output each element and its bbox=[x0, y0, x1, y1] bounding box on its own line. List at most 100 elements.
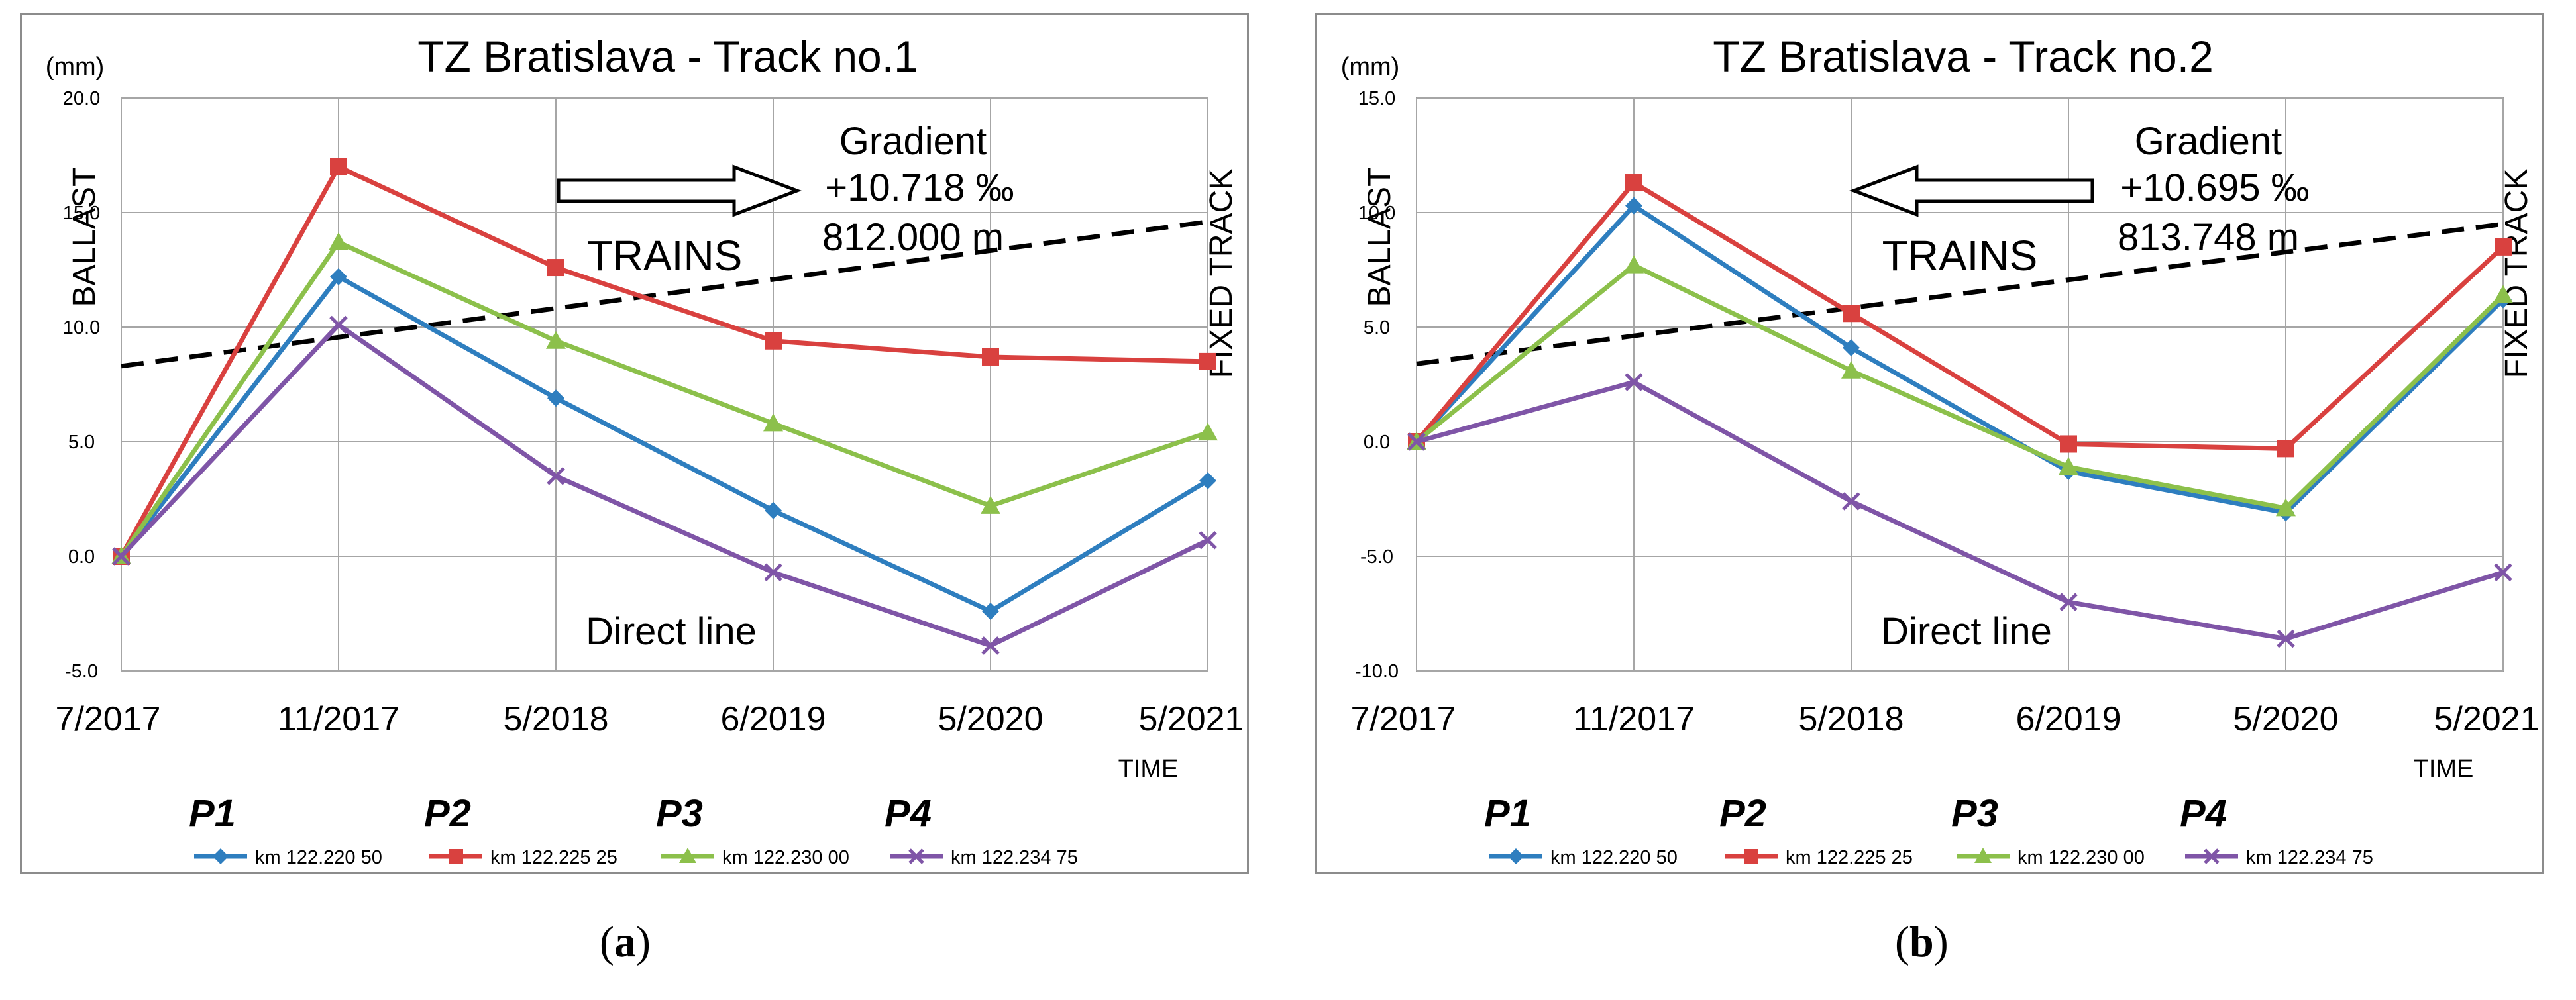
x-tick-label: 7/2017 bbox=[1350, 700, 1456, 738]
data-point-p2 bbox=[2060, 435, 2077, 453]
data-point-p4 bbox=[1199, 531, 1217, 550]
gradient-dashed-line bbox=[1416, 221, 2504, 366]
data-point-p3 bbox=[1198, 423, 1218, 441]
direct-line-label: Direct line bbox=[586, 610, 757, 653]
x-tick-label: 6/2019 bbox=[720, 700, 826, 738]
x-tick-label: 5/2021 bbox=[2434, 700, 2539, 738]
data-point-p3 bbox=[763, 413, 783, 432]
legend-name-p4: P4 bbox=[2180, 792, 2227, 835]
series-line-p1 bbox=[1415, 203, 2505, 515]
ballast-label: BALLAST bbox=[1362, 168, 1397, 307]
arrow-right-icon bbox=[557, 164, 802, 217]
legend-name-p1: P1 bbox=[189, 792, 236, 835]
y-tick-label: 10.0 bbox=[63, 317, 100, 338]
y-tick-label: 20.0 bbox=[63, 88, 100, 109]
series-line-p3 bbox=[119, 240, 1209, 558]
trains-label: TRAINS bbox=[587, 232, 743, 279]
data-point-p1 bbox=[1843, 339, 1860, 357]
x-tick-label: 11/2017 bbox=[278, 700, 400, 738]
x-tick-label: 5/2021 bbox=[1138, 700, 1244, 738]
series-line-p2 bbox=[1415, 180, 2505, 451]
y-tick-label: 0.0 bbox=[1364, 432, 1390, 453]
series-line-p2 bbox=[119, 164, 1208, 558]
caption-b: (b) bbox=[1895, 918, 1949, 966]
data-point-p4 bbox=[112, 547, 131, 566]
data-point-p2 bbox=[765, 332, 782, 350]
data-point-p4 bbox=[1842, 492, 1860, 511]
legend-label-p1: km 122.220 50 bbox=[255, 847, 382, 868]
legend-name-p2: P2 bbox=[424, 792, 471, 835]
legend-marker-p3 bbox=[1974, 848, 1992, 863]
x-tick-label: 7/2017 bbox=[55, 700, 160, 738]
data-point-p2 bbox=[1199, 352, 1216, 370]
data-point-p4 bbox=[2494, 563, 2512, 581]
x-tick-label: 5/2020 bbox=[2233, 700, 2338, 738]
x-axis-label: TIME bbox=[2414, 755, 2474, 783]
y-tick-label: 5.0 bbox=[68, 432, 95, 453]
y-tick-label: -5.0 bbox=[1360, 546, 1393, 568]
legend-marker-p2 bbox=[1744, 849, 1758, 864]
legend-marker-p4 bbox=[2204, 848, 2220, 864]
x-tick-label: 5/2018 bbox=[1798, 700, 1904, 738]
legend-name-p3: P3 bbox=[656, 792, 703, 835]
data-point-p1 bbox=[765, 501, 782, 519]
data-point-p2 bbox=[547, 259, 564, 277]
series-line-p1 bbox=[119, 274, 1209, 614]
caption-a: (a) bbox=[600, 918, 651, 966]
legend-marker-p4 bbox=[908, 848, 924, 864]
ballast-label: BALLAST bbox=[67, 168, 102, 307]
data-point-p2 bbox=[982, 348, 999, 366]
gradient-value: +10.695 ‰ bbox=[2120, 166, 2309, 209]
y-tick-label: 10.0 bbox=[1358, 203, 1395, 224]
data-point-p2 bbox=[1843, 305, 1860, 323]
series-line-p4 bbox=[119, 323, 1209, 648]
x-tick-label: 5/2018 bbox=[503, 700, 608, 738]
x-tick-label: 5/2020 bbox=[938, 700, 1043, 738]
data-point-p4 bbox=[981, 636, 1000, 655]
legend-name-p3: P3 bbox=[1951, 792, 1998, 835]
data-point-p4 bbox=[2059, 593, 2078, 611]
y-tick-label: -5.0 bbox=[65, 661, 98, 682]
gradient-label: Gradient bbox=[839, 120, 987, 163]
legend-label-p3: km 122.230 00 bbox=[722, 847, 849, 868]
section-length: 813.748 m bbox=[2118, 216, 2299, 259]
data-point-p2 bbox=[1625, 174, 1642, 192]
data-point-p1 bbox=[982, 603, 999, 621]
series-line-p4 bbox=[1416, 379, 2504, 642]
data-point-p3 bbox=[546, 330, 566, 349]
data-point-p1 bbox=[1625, 197, 1642, 215]
data-point-p3 bbox=[2493, 285, 2513, 303]
chart-panel-a: 20.0 15.0 10.0 5.0 0.0 -5.0 7/2017 11/2017 5/201… bbox=[20, 13, 1249, 874]
y-tick-label: -10.0 bbox=[1355, 661, 1399, 682]
data-point-p2 bbox=[330, 158, 347, 175]
data-point-p4 bbox=[2277, 629, 2295, 648]
data-point-p4 bbox=[764, 563, 782, 581]
legend-name-p2: P2 bbox=[1719, 792, 1766, 835]
chart-panel-b: 15.0 10.0 5.0 0.0 -5.0 -10.0 7/2017 11/2017 5/20… bbox=[1315, 13, 2544, 874]
data-point-p3 bbox=[1624, 255, 1644, 274]
arrow-left-icon bbox=[1849, 164, 2094, 217]
y-axis-unit: (mm) bbox=[1341, 53, 1400, 81]
data-point-p3 bbox=[981, 495, 1000, 514]
data-point-p4 bbox=[1625, 373, 1643, 391]
chart-b: 15.0 10.0 5.0 0.0 -5.0 -10.0 7/2017 11/2017 5/20… bbox=[1341, 32, 2540, 868]
gradient-dashed-line bbox=[121, 219, 1208, 369]
legend-marker-p1 bbox=[1508, 848, 1524, 864]
legend-marker-p2 bbox=[449, 849, 463, 864]
y-tick-label: 15.0 bbox=[1358, 88, 1395, 109]
fixed-track-label: FIXED TRACK bbox=[1204, 169, 1239, 379]
gradient-label: Gradient bbox=[2135, 120, 2282, 163]
trains-label: TRAINS bbox=[1882, 232, 2038, 279]
legend-label-p2: km 122.225 25 bbox=[1786, 847, 1913, 868]
y-tick-label: 0.0 bbox=[68, 546, 95, 568]
series-line-p3 bbox=[1415, 263, 2505, 511]
data-point-p3 bbox=[1841, 360, 1861, 379]
legend-label-p1: km 122.220 50 bbox=[1550, 847, 1678, 868]
legend-name-p1: P1 bbox=[1484, 792, 1531, 835]
section-length: 812.000 m bbox=[822, 216, 1004, 259]
y-tick-label: 5.0 bbox=[1364, 317, 1390, 338]
data-point-p3 bbox=[2276, 498, 2296, 517]
legend-label-p3: km 122.230 00 bbox=[2017, 847, 2145, 868]
x-tick-label: 6/2019 bbox=[2015, 700, 2121, 738]
legend-name-p4: P4 bbox=[885, 792, 932, 835]
